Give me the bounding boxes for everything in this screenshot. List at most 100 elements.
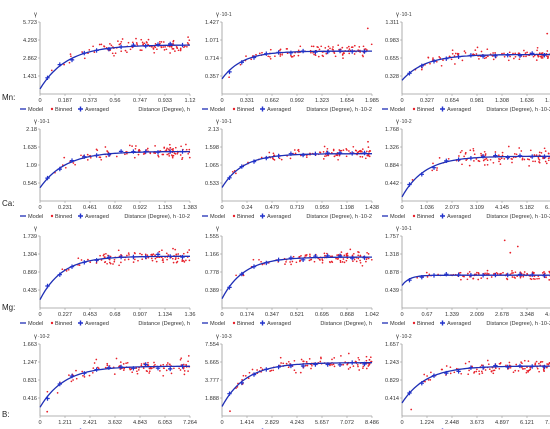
binned-point bbox=[142, 367, 145, 370]
x-tick-label: 1.36 bbox=[185, 312, 196, 318]
binned-point bbox=[313, 260, 316, 263]
legend-averaged-label: Averaged bbox=[85, 321, 109, 327]
binned-point bbox=[329, 47, 331, 50]
binned-point bbox=[310, 258, 313, 261]
binned-point bbox=[78, 264, 81, 266]
y-tick-label: 1.318 bbox=[385, 252, 399, 258]
averaged-cross bbox=[431, 165, 437, 170]
y-tick-label: 0.829 bbox=[385, 378, 399, 384]
binned-point bbox=[439, 57, 442, 59]
x-axis-label: Distance (Degree), h·10-2 bbox=[486, 107, 550, 113]
binned-point bbox=[450, 58, 453, 61]
binned-point bbox=[135, 145, 137, 147]
binned-point bbox=[503, 158, 506, 160]
binned-point bbox=[150, 253, 152, 256]
binned-point bbox=[358, 46, 361, 48]
binned-point bbox=[352, 260, 354, 262]
binned-point bbox=[104, 146, 107, 148]
averaged-cross bbox=[407, 390, 412, 396]
binned-point bbox=[305, 361, 308, 363]
binned-point bbox=[475, 370, 478, 373]
x-tick-label: 0.174 bbox=[240, 312, 254, 318]
x-tick-label: 2.421 bbox=[83, 420, 97, 426]
averaged-cross bbox=[505, 272, 510, 278]
x-tick-label: 3.348 bbox=[520, 312, 534, 318]
binned-point bbox=[187, 36, 189, 38]
binned-point bbox=[141, 253, 143, 256]
averaged-cross bbox=[227, 175, 232, 180]
binned-point bbox=[70, 55, 72, 58]
binned-point bbox=[156, 48, 158, 51]
binned-point bbox=[297, 149, 299, 152]
binned-point bbox=[347, 352, 350, 355]
binned-point bbox=[167, 148, 170, 151]
binned-point bbox=[501, 151, 504, 154]
binned-point bbox=[359, 261, 362, 264]
binned-point bbox=[178, 367, 180, 370]
binned-point bbox=[468, 164, 471, 167]
averaged-cross bbox=[94, 48, 99, 53]
averaged-cross bbox=[468, 273, 474, 278]
binned-point bbox=[426, 276, 429, 278]
binned-point bbox=[285, 261, 287, 263]
binned-point bbox=[451, 52, 454, 55]
averaged-cross bbox=[106, 255, 112, 260]
averaged-cross bbox=[180, 254, 185, 260]
averaged-cross bbox=[227, 69, 232, 75]
binned-point bbox=[161, 259, 164, 262]
binned-point bbox=[534, 278, 536, 280]
model-curve bbox=[221, 256, 372, 300]
averaged-cross bbox=[82, 154, 87, 159]
binned-point bbox=[180, 357, 183, 360]
y-tick-label: 0.869 bbox=[23, 270, 37, 276]
binned-point bbox=[93, 362, 96, 364]
binned-point bbox=[436, 167, 438, 169]
x-tick-label: 3.109 bbox=[470, 205, 484, 211]
averaged-cross bbox=[530, 272, 535, 277]
binned-point bbox=[494, 52, 496, 54]
legend-model-label: Model bbox=[28, 321, 43, 327]
legend-model-label: Model bbox=[210, 214, 225, 220]
binned-point bbox=[524, 367, 526, 370]
binned-point bbox=[492, 372, 495, 375]
y-axis-label: γ bbox=[216, 226, 219, 232]
binned-point bbox=[480, 364, 483, 367]
binned-point bbox=[441, 368, 444, 371]
binned-point bbox=[75, 369, 77, 372]
binned-point bbox=[526, 51, 528, 54]
y-axis-label: γ·10-2 bbox=[396, 334, 412, 340]
binned-point bbox=[477, 272, 480, 275]
binned-point bbox=[528, 158, 531, 161]
binned-point bbox=[188, 156, 191, 159]
binned-point bbox=[174, 50, 176, 52]
y-axis-exponent: ·10-1 bbox=[220, 12, 232, 18]
x-axis-label: Distance (Degree), h bbox=[138, 321, 190, 327]
panel-mn-1: γ 1.431 2.862 4.293 5.723 0 0.187 0.373 0.56 0.74… bbox=[20, 12, 195, 113]
binned-point bbox=[512, 371, 515, 374]
averaged-cross bbox=[276, 153, 281, 159]
averaged-cross bbox=[468, 365, 474, 370]
binned-point bbox=[111, 52, 114, 55]
binned-point bbox=[480, 152, 482, 155]
binned-point bbox=[106, 362, 109, 365]
binned-point bbox=[93, 51, 96, 54]
legend-binned-swatch bbox=[412, 214, 416, 218]
binned-point bbox=[537, 157, 540, 160]
binned-point bbox=[513, 153, 516, 155]
legend-binned-swatch bbox=[412, 107, 416, 111]
binned-point bbox=[367, 365, 370, 367]
panel-mg-2: γ 0.389 0.778 1.166 1.555 0 0.174 0.347 0.521 0.6… bbox=[202, 226, 379, 327]
binned-point bbox=[88, 374, 91, 377]
legend-model-label: Model bbox=[210, 107, 225, 113]
binned-point bbox=[126, 361, 129, 364]
averaged-cross bbox=[407, 182, 412, 187]
averaged-cross bbox=[505, 364, 510, 370]
binned-point bbox=[538, 151, 541, 154]
model-curve bbox=[401, 53, 550, 81]
binned-point bbox=[511, 270, 513, 272]
binned-point bbox=[46, 390, 49, 393]
binned-point bbox=[423, 373, 426, 376]
binned-point bbox=[342, 363, 345, 366]
binned-point bbox=[327, 45, 330, 48]
x-tick-label: 0.662 bbox=[265, 98, 279, 104]
